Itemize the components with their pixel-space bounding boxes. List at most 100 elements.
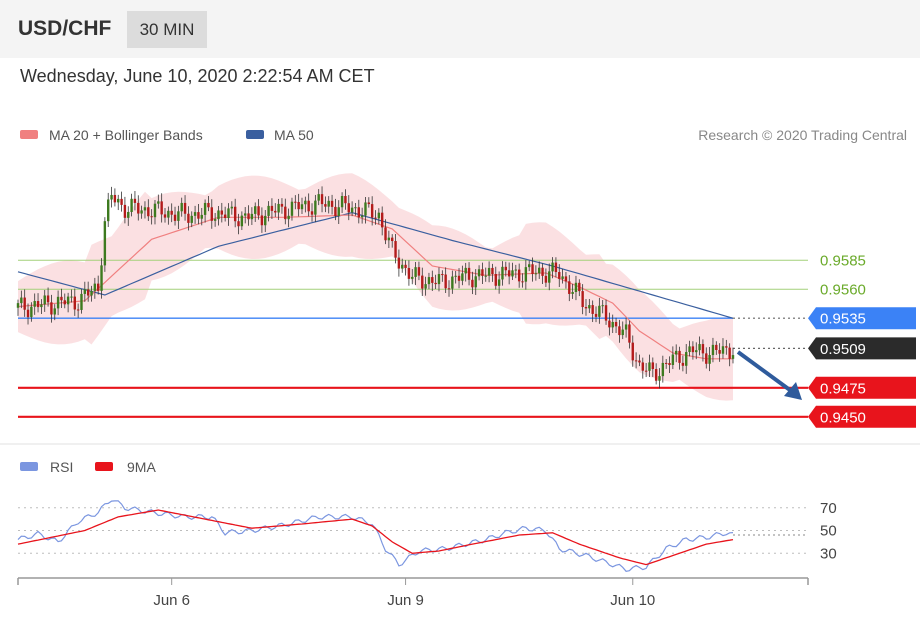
candle-body — [183, 202, 187, 214]
candle-body — [240, 215, 244, 227]
candle-body — [314, 200, 317, 215]
candle-body — [504, 266, 508, 271]
candle-body — [227, 208, 230, 218]
current-level-label-bg — [808, 337, 916, 360]
candle-body — [264, 215, 267, 226]
candle-body — [143, 207, 147, 211]
candle-body — [561, 276, 564, 279]
candle-body — [471, 279, 474, 288]
candle-body — [721, 346, 725, 354]
candle-body — [267, 205, 270, 216]
candle-body — [330, 200, 334, 207]
legend-swatch-rsi — [20, 462, 38, 471]
candle-body — [374, 217, 377, 219]
rsi-9ma-line — [17, 509, 734, 566]
candle-body — [594, 313, 598, 317]
candle-body — [705, 353, 708, 364]
candle-body — [454, 275, 457, 277]
candle-body — [678, 350, 681, 363]
candle-body — [270, 205, 274, 211]
candle-body — [53, 308, 56, 315]
legend-layer: MA 20 + Bollinger Bands MA 50 Research ©… — [20, 127, 907, 475]
candle-body — [243, 213, 247, 216]
candle-body — [40, 304, 43, 308]
candle-body — [380, 212, 384, 228]
candle-body — [370, 204, 374, 218]
candle-body — [511, 270, 514, 277]
candle-body — [414, 267, 417, 277]
candle-body — [113, 194, 117, 203]
candle-body — [397, 257, 401, 269]
timestamp: Wednesday, June 10, 2020 2:22:54 AM CET — [20, 66, 375, 86]
candle-body — [257, 206, 260, 216]
candle-body — [364, 202, 367, 216]
candle-body — [66, 296, 70, 305]
candle-body — [63, 300, 66, 305]
candle-body — [507, 270, 511, 277]
legend-swatch-9ma — [95, 462, 113, 471]
candle-body — [548, 271, 551, 283]
forecast-arrow-head — [784, 382, 802, 400]
candle-body — [621, 329, 624, 336]
candle-body — [671, 354, 675, 366]
candle-body — [688, 346, 691, 353]
candle-body — [60, 296, 63, 301]
candle-body — [668, 363, 671, 366]
timeframe-button[interactable]: 30 MIN — [127, 11, 207, 48]
legend-label-ma20: MA 20 + Bollinger Bands — [49, 127, 203, 143]
candle-body — [578, 282, 581, 292]
candle-body — [491, 267, 494, 275]
candle-body — [217, 210, 220, 220]
candle-body — [177, 211, 180, 221]
candle-body — [411, 276, 414, 279]
candle-body — [367, 202, 371, 205]
candle-body — [357, 207, 360, 218]
candle-body — [163, 214, 167, 218]
candle-body — [334, 206, 337, 216]
candle-body — [588, 305, 591, 309]
candle-body — [130, 198, 133, 212]
candle-body — [481, 269, 484, 276]
candle-body — [461, 273, 464, 281]
candle-body — [123, 204, 127, 218]
symbol-title: USD/CHF — [18, 17, 112, 40]
candle-body — [327, 200, 330, 207]
candle-body — [56, 296, 60, 309]
candle-body — [551, 262, 554, 272]
candle-body — [497, 279, 501, 286]
candle-body — [233, 206, 237, 222]
candle-body — [527, 264, 531, 268]
chart-header: USD/CHF 30 MIN — [0, 0, 920, 58]
candle-body — [33, 301, 36, 307]
candle-body — [170, 210, 173, 215]
candle-body — [538, 267, 541, 274]
candle-body — [484, 275, 487, 277]
level-label-0-9535: 0.9535 — [820, 311, 866, 328]
candle-body — [558, 272, 561, 279]
candle-body — [70, 296, 73, 298]
candle-body — [628, 324, 631, 343]
candle-body — [568, 281, 571, 294]
forecast-arrow-shaft — [736, 350, 796, 395]
candle-body — [190, 215, 193, 223]
rsi-line — [17, 500, 734, 572]
candle-body — [340, 195, 344, 208]
candle-body — [203, 202, 207, 215]
legend-label-rsi: RSI — [50, 459, 73, 475]
candle-body — [80, 293, 83, 310]
candle-body — [307, 200, 310, 212]
candle-body — [661, 362, 665, 377]
support-level-label-bg — [808, 405, 916, 428]
candle-body — [531, 264, 534, 274]
level-label-0-9475: 0.9475 — [820, 380, 866, 397]
x-tick-label: Jun 6 — [153, 592, 190, 609]
candle-body — [16, 303, 20, 308]
candle-body — [50, 302, 53, 315]
candle-body — [404, 264, 407, 268]
candle-body — [631, 342, 634, 361]
level-label-0-9585: 0.9585 — [820, 253, 866, 270]
x-tick-label: Jun 9 — [387, 592, 424, 609]
candle-body — [698, 344, 701, 351]
candle-body — [120, 198, 123, 205]
candle-body — [200, 214, 203, 219]
